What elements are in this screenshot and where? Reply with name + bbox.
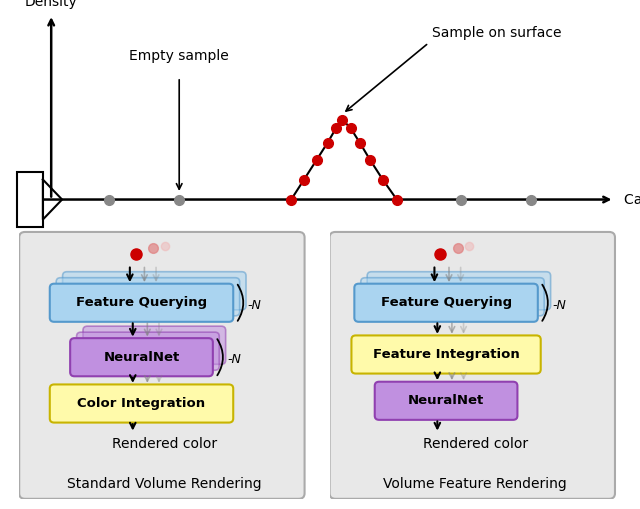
Text: Rendered color: Rendered color bbox=[112, 437, 218, 451]
FancyBboxPatch shape bbox=[355, 284, 538, 322]
Text: Feature Querying: Feature Querying bbox=[76, 296, 207, 309]
FancyBboxPatch shape bbox=[83, 326, 226, 364]
FancyBboxPatch shape bbox=[77, 332, 220, 370]
FancyBboxPatch shape bbox=[361, 278, 544, 316]
FancyBboxPatch shape bbox=[375, 382, 517, 420]
Text: Color Integration: Color Integration bbox=[77, 397, 205, 410]
FancyBboxPatch shape bbox=[50, 284, 233, 322]
Text: Cast ray: Cast ray bbox=[624, 192, 640, 207]
Text: Feature Querying: Feature Querying bbox=[381, 296, 511, 309]
Text: Density: Density bbox=[25, 0, 77, 9]
Text: -N: -N bbox=[552, 299, 566, 312]
Text: Volume Feature Rendering: Volume Feature Rendering bbox=[383, 477, 567, 491]
Text: -N: -N bbox=[248, 299, 262, 312]
FancyBboxPatch shape bbox=[351, 335, 541, 374]
Text: Standard Volume Rendering: Standard Volume Rendering bbox=[67, 477, 262, 491]
Text: Feature Integration: Feature Integration bbox=[372, 348, 520, 361]
FancyBboxPatch shape bbox=[56, 278, 239, 316]
Text: -N: -N bbox=[227, 353, 241, 366]
FancyBboxPatch shape bbox=[19, 232, 305, 499]
Text: Sample on surface: Sample on surface bbox=[432, 26, 561, 40]
FancyBboxPatch shape bbox=[17, 173, 43, 227]
Text: NeuralNet: NeuralNet bbox=[408, 394, 484, 407]
Text: NeuralNet: NeuralNet bbox=[104, 351, 180, 364]
Text: Rendered color: Rendered color bbox=[422, 437, 528, 451]
FancyBboxPatch shape bbox=[63, 272, 246, 310]
Text: Empty sample: Empty sample bbox=[129, 49, 229, 63]
FancyBboxPatch shape bbox=[50, 384, 233, 422]
FancyBboxPatch shape bbox=[367, 272, 550, 310]
FancyBboxPatch shape bbox=[70, 338, 213, 376]
FancyBboxPatch shape bbox=[330, 232, 615, 499]
